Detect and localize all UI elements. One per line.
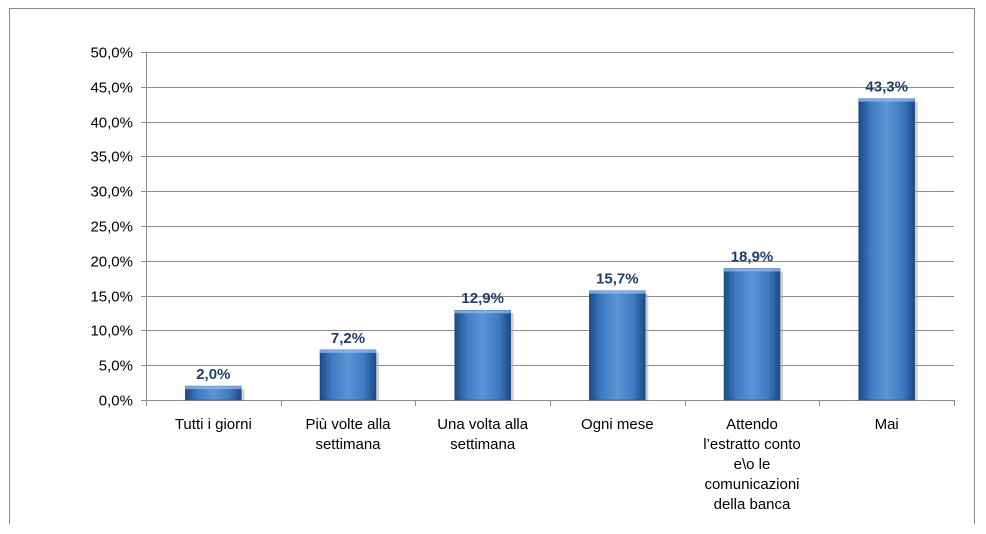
bar-bevel [858, 98, 915, 102]
y-tick-label: 0,0% [99, 393, 133, 410]
bars [185, 98, 918, 401]
bar-bevel [185, 386, 242, 390]
bar [454, 309, 511, 401]
x-category-label: Attendo l’estratto conto e\o le comunicazio… [703, 416, 801, 513]
bar [589, 290, 646, 401]
bar [858, 98, 915, 401]
y-tick-label: 45,0% [90, 80, 133, 97]
y-tick-label: 35,0% [90, 149, 133, 166]
x-category-label: Una volta alla settimana [437, 416, 529, 453]
y-tick-label: 10,0% [90, 323, 133, 340]
data-label: 15,7% [596, 271, 639, 288]
y-tick-label: 50,0% [90, 45, 133, 62]
bar [319, 349, 377, 401]
x-category-label: Più volte alla settimana [305, 416, 391, 453]
labels: 0,0% 5,0% 10,0% 15,0% 20,0% 25,0% 30,0% 35,0% 40… [90, 45, 907, 514]
bar-bevel [454, 310, 511, 314]
bar-bevel [589, 290, 646, 294]
bar [723, 268, 781, 401]
data-label: 12,9% [461, 290, 504, 307]
x-category-label: Tutti i giorni [175, 416, 252, 433]
bar-bevel [724, 268, 780, 272]
y-tick-label: 30,0% [90, 184, 133, 201]
y-tick-label: 20,0% [90, 254, 133, 271]
data-label: 7,2% [331, 330, 365, 347]
x-category-label: Mai [875, 416, 899, 433]
y-tick-label: 5,0% [99, 358, 133, 375]
y-tick-label: 15,0% [90, 289, 133, 306]
data-label: 43,3% [865, 79, 908, 96]
gridlines [146, 52, 954, 366]
chart-frame [9, 8, 975, 524]
data-label: 18,9% [731, 248, 774, 265]
bar-bevel [320, 349, 376, 353]
y-tick-label: 25,0% [90, 219, 133, 236]
y-tick-label: 40,0% [90, 115, 133, 132]
axes [141, 52, 955, 406]
data-label: 2,0% [196, 366, 230, 383]
x-category-label: Ogni mese [581, 416, 654, 433]
